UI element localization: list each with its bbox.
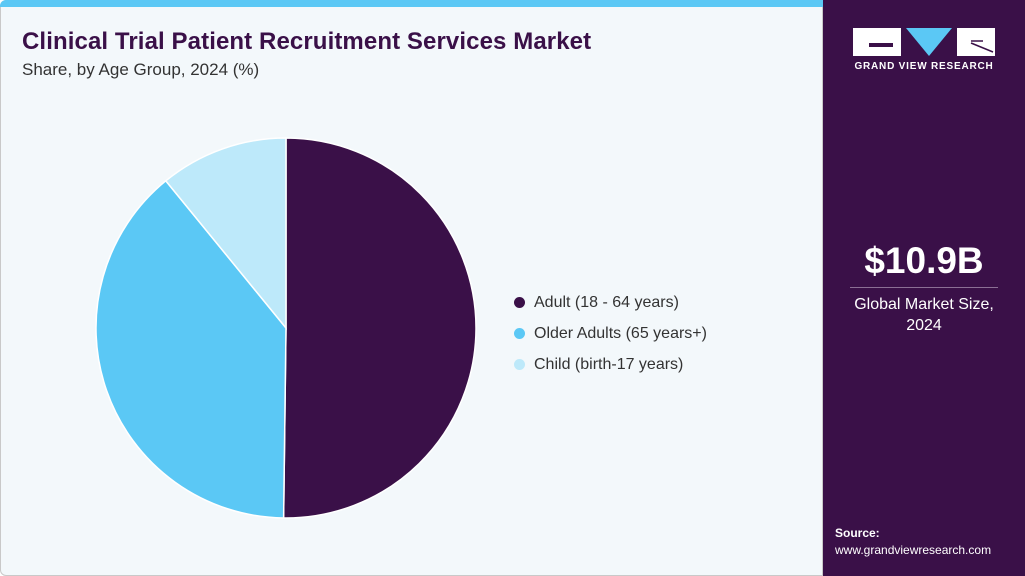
legend-item: Child (birth-17 years) <box>514 349 707 380</box>
legend-marker <box>514 297 525 308</box>
pie-slice-1 <box>95 179 287 519</box>
legend-label: Older Adults (65 years+) <box>534 324 707 342</box>
pie-chart <box>95 137 477 519</box>
market-size-label: Global Market Size, 2024 <box>823 294 1025 336</box>
legend-label: Child (birth-17 years) <box>534 355 684 373</box>
legend-item: Adult (18 - 64 years) <box>514 287 707 318</box>
sidebar: GRAND VIEW RESEARCH $10.9B Global Market… <box>823 0 1025 576</box>
legend: Adult (18 - 64 years) Older Adults (65 ye… <box>514 287 707 380</box>
legend-label: Adult (18 - 64 years) <box>534 293 679 311</box>
legend-item: Older Adults (65 years+) <box>514 318 707 349</box>
logo-text: GRAND VIEW RESEARCH <box>854 61 994 72</box>
market-size-label-line2: 2024 <box>906 317 942 334</box>
source-url[interactable]: www.grandviewresearch.com <box>835 543 992 557</box>
chart-title: Clinical Trial Patient Recruitment Servi… <box>22 28 592 55</box>
legend-marker <box>514 328 525 339</box>
source-label: Source: <box>835 526 880 540</box>
pie-slice-0 <box>282 137 477 519</box>
market-size-label-line1: Global Market Size, <box>854 296 994 313</box>
legend-marker <box>514 359 525 370</box>
gvr-logo <box>853 28 995 56</box>
chart-subtitle: Share, by Age Group, 2024 (%) <box>22 60 260 79</box>
divider <box>850 287 998 288</box>
accent-bar <box>0 0 823 7</box>
market-size-value: $10.9B <box>864 240 984 281</box>
pie-slice-2 <box>164 137 287 331</box>
